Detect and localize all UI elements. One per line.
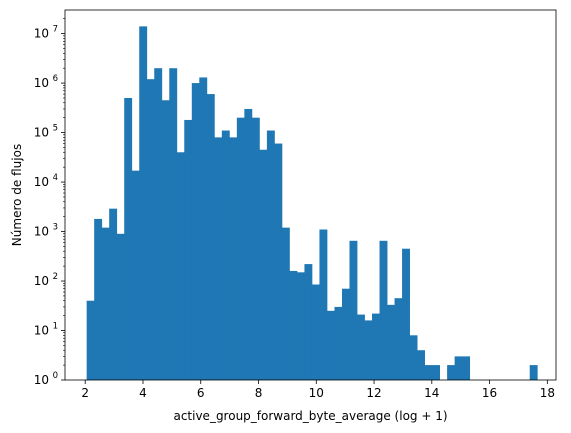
histogram-bar — [229, 137, 238, 380]
histogram-bar — [86, 300, 95, 380]
histogram-bar — [462, 356, 471, 380]
y-tick-label: 10 — [34, 225, 49, 239]
x-tick-label: 6 — [197, 386, 205, 400]
histogram-bar — [334, 306, 343, 380]
y-axis-label: Número de flujos — [10, 144, 24, 246]
histogram-bar — [529, 365, 538, 380]
histogram-bar — [289, 270, 298, 380]
histogram-bar — [131, 170, 140, 380]
y-tick-label: 10 — [34, 126, 49, 140]
x-tick-label: 10 — [309, 386, 324, 400]
y-tick-exponent: 6 — [53, 74, 58, 84]
x-tick-label: 8 — [255, 386, 263, 400]
x-tick-label: 18 — [540, 386, 555, 400]
histogram-bar — [244, 108, 253, 380]
histogram-bar — [206, 94, 215, 380]
histogram-bar — [387, 304, 395, 380]
histogram-bar — [116, 233, 125, 380]
histogram-bar — [274, 143, 283, 380]
x-tick-label: 2 — [81, 386, 89, 400]
y-tick-label: 10 — [34, 373, 49, 387]
histogram-bar — [349, 240, 358, 380]
histogram-bar — [214, 137, 223, 380]
histogram-bar — [259, 149, 268, 380]
y-tick-exponent: 5 — [53, 124, 58, 134]
y-tick-exponent: 1 — [53, 322, 58, 332]
histogram-bar — [424, 365, 433, 380]
y-tick-exponent: 4 — [53, 173, 58, 183]
histogram-bar — [221, 130, 230, 380]
histogram-bar — [357, 314, 365, 380]
histogram-bar — [176, 152, 185, 380]
y-tick-label: 10 — [34, 76, 49, 90]
histogram-bar — [372, 313, 380, 380]
x-tick-label: 4 — [139, 386, 147, 400]
histogram-bar — [281, 227, 290, 380]
x-tick-label: 16 — [482, 386, 497, 400]
y-tick-label: 10 — [34, 27, 49, 41]
histogram-bar — [236, 117, 245, 381]
y-tick-label: 10 — [34, 324, 49, 338]
y-tick-label: 10 — [34, 274, 49, 288]
histogram-bar — [101, 227, 110, 380]
histogram-bar — [394, 298, 403, 380]
histogram-bar — [454, 356, 463, 380]
histogram-bar — [191, 83, 200, 380]
histogram-bar — [304, 264, 313, 380]
x-axis-label: active_group_forward_byte_average (log +… — [173, 409, 447, 423]
histogram-bar — [266, 130, 275, 380]
histogram-bar — [417, 350, 425, 380]
histogram-bar — [139, 26, 148, 380]
histogram-bar — [109, 208, 118, 380]
histogram-bar — [199, 77, 208, 381]
histogram-bar — [432, 365, 440, 380]
y-tick-label: 10 — [34, 175, 49, 189]
histogram-bar — [296, 272, 305, 380]
histogram-bar — [311, 284, 320, 380]
histogram-bar — [379, 240, 388, 380]
histogram-bar — [184, 119, 193, 380]
histogram-bar — [447, 365, 456, 380]
histogram-bar — [161, 100, 170, 380]
histogram-bar — [341, 288, 350, 380]
histogram-bar — [94, 218, 103, 380]
plot-frame — [64, 9, 557, 381]
histogram-bar — [402, 248, 410, 380]
y-tick-exponent: 3 — [53, 223, 58, 233]
histogram-bar — [154, 68, 163, 380]
x-tick-label: 12 — [366, 386, 381, 400]
histogram-bar — [409, 335, 418, 380]
histogram-bar — [146, 79, 155, 381]
y-tick-exponent: 0 — [53, 371, 58, 381]
histogram-bar — [319, 229, 328, 380]
histogram-bar — [326, 310, 335, 380]
histogram-bar — [251, 117, 260, 381]
x-tick-label: 14 — [424, 386, 439, 400]
histogram-bar — [169, 68, 178, 380]
histogram-bar — [124, 97, 133, 381]
histogram-bar — [364, 320, 373, 380]
y-tick-exponent: 7 — [53, 25, 58, 35]
y-tick-exponent: 2 — [53, 272, 58, 282]
